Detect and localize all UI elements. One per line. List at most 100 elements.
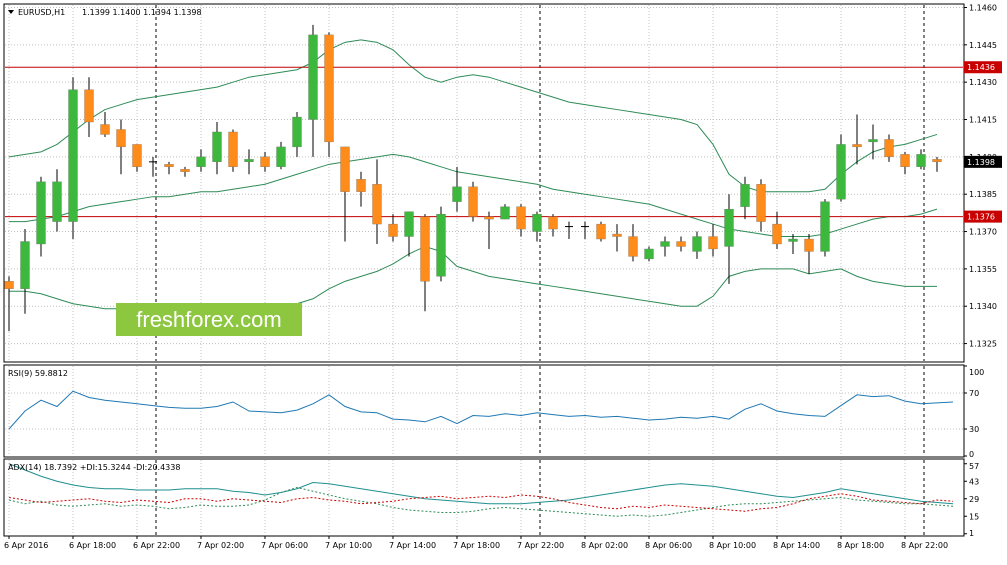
- time-tick-label: 7 Apr 10:00: [325, 541, 372, 550]
- candle-bear: [516, 206, 526, 230]
- candle-bear: [884, 139, 894, 158]
- time-tick-label: 7 Apr 14:00: [389, 541, 436, 550]
- rsi-tick-label: 70: [969, 389, 979, 398]
- adx-axis: 57 43 29 15 1: [964, 462, 979, 538]
- adx-separators: [8, 460, 925, 535]
- rsi-line: [8, 390, 954, 430]
- candle-bull: [308, 34, 318, 120]
- price-tick-label: 1.1325: [969, 340, 997, 349]
- adx-panel: 57 43 29 15 1 ADX(14) 18.7392 +DI:15.3244 -D…: [3, 458, 979, 538]
- candle-bear: [100, 124, 110, 135]
- candle-bull: [452, 186, 462, 202]
- candle-bull: [660, 241, 670, 247]
- candle-bear: [772, 223, 782, 245]
- price-tick-label: 1.1340: [969, 302, 997, 311]
- price-tick-label: 1.1460: [969, 3, 997, 12]
- time-tick-label: 7 Apr 02:00: [197, 541, 244, 550]
- time-tick-label: 8 Apr 14:00: [773, 541, 820, 550]
- time-tick-label: 7 Apr 22:00: [517, 541, 564, 550]
- candle-bear: [324, 34, 334, 143]
- candle-bear: [468, 186, 478, 217]
- candle-bull: [724, 208, 734, 247]
- ohlc-label: 1.1399 1.1400 1.1394 1.1398: [82, 8, 202, 17]
- candle-bull: [52, 181, 62, 222]
- candle-bull: [836, 144, 846, 200]
- time-tick-label: 6 Apr 2016: [4, 541, 48, 550]
- candle-bear: [180, 169, 190, 172]
- time-tick-label: 7 Apr 18:00: [453, 541, 500, 550]
- time-axis: 6 Apr 2016 6 Apr 18:00 6 Apr 22:00 7 Apr 02…: [4, 536, 948, 550]
- candle-bear: [340, 146, 350, 192]
- candle-bull: [36, 181, 46, 245]
- candle-bear: [612, 233, 622, 237]
- watermark: freshforex.com: [116, 303, 302, 336]
- candle-bull: [740, 184, 750, 207]
- level-label: 1.1376: [967, 213, 995, 222]
- adx-tick-label: 29: [969, 495, 979, 504]
- candle-bear: [548, 216, 558, 230]
- time-tick-label: 8 Apr 02:00: [581, 541, 628, 550]
- rsi-panel-frame: [3, 364, 965, 458]
- candle-bull: [244, 159, 254, 162]
- candlesticks: [4, 24, 942, 332]
- candle-bear: [84, 89, 94, 123]
- level-label: 1.1436: [967, 63, 995, 72]
- candle-bear: [388, 223, 398, 237]
- rsi-tick-label: 0: [969, 450, 974, 459]
- level-label-bg: [964, 61, 1002, 74]
- price-tick-label: 1.1370: [969, 228, 997, 237]
- candle-bull: [404, 211, 414, 237]
- candle-bull: [532, 213, 542, 232]
- candle-bear: [356, 179, 366, 192]
- adx-tick-label: 43: [969, 477, 979, 486]
- candle-bull: [692, 236, 702, 252]
- candle-bear: [676, 241, 686, 247]
- price-panel-header: EURUSD,H1 1.1399 1.1400 1.1394 1.1398: [8, 8, 202, 17]
- price-tick-label: 1.1415: [969, 116, 997, 125]
- rsi-tick-label: 30: [969, 425, 979, 434]
- time-tick-label: 8 Apr 10:00: [709, 541, 756, 550]
- candle-bear: [4, 281, 14, 289]
- level-label-bg: [964, 210, 1002, 223]
- candle-bear: [420, 216, 430, 282]
- candle-bull: [68, 89, 78, 222]
- time-tick-label: 6 Apr 18:00: [69, 541, 116, 550]
- adx-tick-label: 1: [969, 529, 974, 538]
- adx-line: [8, 463, 954, 505]
- rsi-axis: 100 70 30 0: [964, 365, 984, 459]
- candle-bull: [868, 139, 878, 143]
- candle-bear: [708, 236, 718, 250]
- chevron-down-icon[interactable]: [8, 10, 14, 14]
- watermark-text: freshforex.com: [136, 307, 282, 332]
- level-labels: 1.1436 1.1376 1.1398: [964, 61, 1002, 223]
- candle-bear: [260, 156, 270, 167]
- candle-bull: [292, 116, 302, 148]
- di-minus-line: [8, 493, 954, 512]
- candle-bull: [916, 154, 926, 167]
- candle-bull: [436, 213, 446, 277]
- candle-bear: [228, 131, 238, 167]
- band-middle: [9, 153, 938, 238]
- candle-bear: [932, 159, 942, 162]
- candle-bull: [644, 248, 654, 260]
- watermark-badge: [116, 303, 302, 336]
- candle-bear: [164, 164, 174, 167]
- candle-bull: [212, 131, 222, 162]
- candle-bull: [500, 206, 510, 220]
- adx-panel-frame: [3, 458, 965, 537]
- candle-bear: [596, 223, 606, 240]
- candle-bear: [804, 238, 814, 252]
- candle-bear: [484, 216, 494, 220]
- rsi-separators: [8, 366, 925, 456]
- price-panel: 1.14601.14451.14301.14151.14001.13851.13…: [3, 3, 1002, 363]
- price-levels: [5, 66, 963, 218]
- price-tick-label: 1.1445: [969, 41, 997, 50]
- candle-bear: [628, 236, 638, 257]
- current-price-bg: [964, 155, 1002, 168]
- candle-bear: [132, 144, 142, 167]
- adx-tick-label: 15: [969, 512, 979, 521]
- candle-bear: [900, 154, 910, 167]
- candle-bull: [788, 238, 798, 242]
